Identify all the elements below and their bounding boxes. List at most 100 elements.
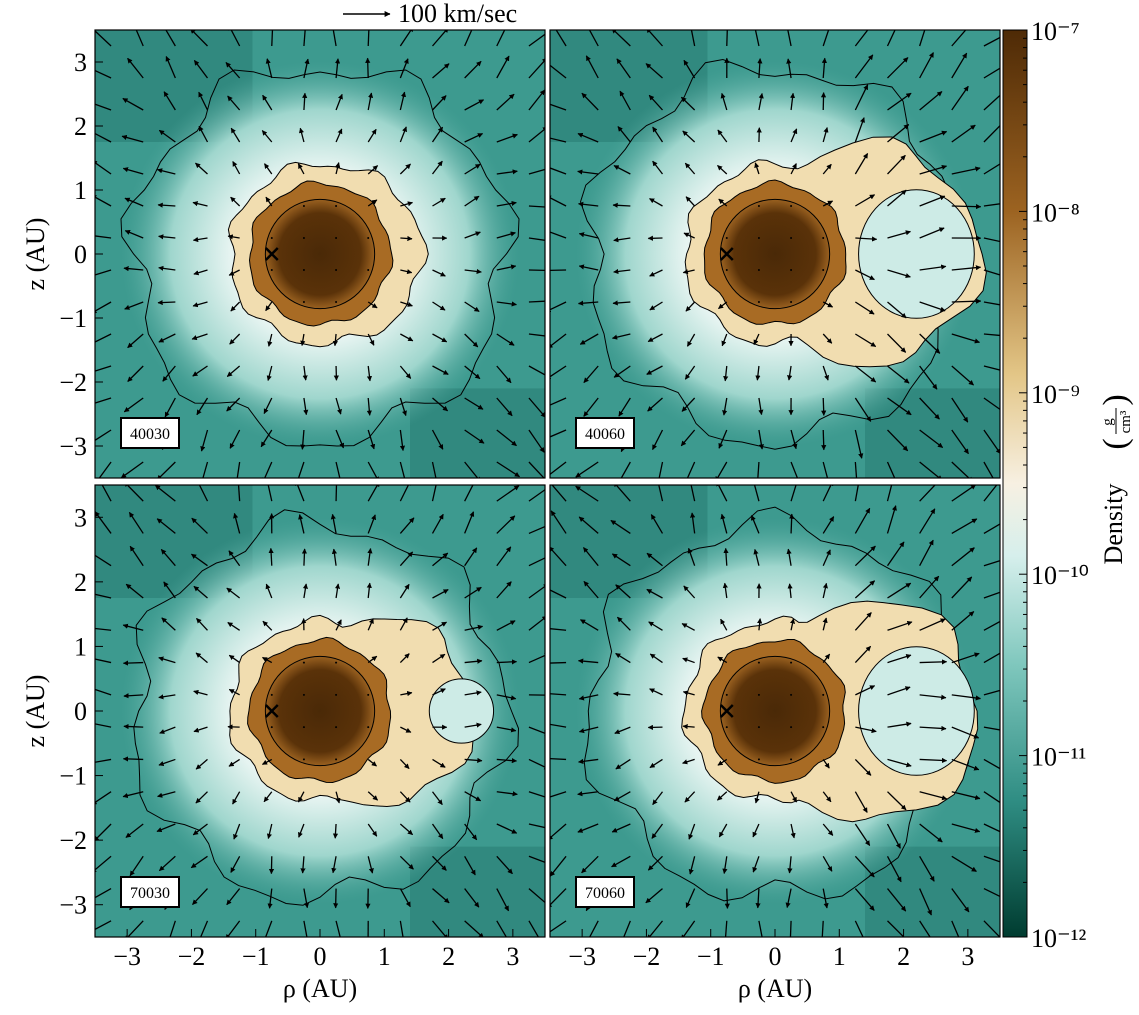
- velocity-arrow: [823, 398, 824, 415]
- arrow-dot: [271, 694, 273, 696]
- arrow-dot: [335, 205, 337, 207]
- arrow-dot: [303, 726, 305, 728]
- arrow-dot: [335, 758, 337, 760]
- arrow-dot: [367, 694, 369, 696]
- y-tick-label: 0: [74, 240, 87, 269]
- y-tick-label: 1: [74, 632, 87, 661]
- arrow-dot: [726, 269, 728, 271]
- colorbar-tick-label: 10⁻¹¹: [1031, 743, 1086, 772]
- x-tick-label: −2: [178, 942, 206, 971]
- velocity-arrow: [727, 24, 728, 46]
- y-tick-label: 2: [74, 568, 87, 597]
- y-tick-label: 1: [74, 176, 87, 205]
- velocity-arrow: [335, 824, 336, 838]
- arrow-dot: [790, 758, 792, 760]
- arrow-dot: [758, 301, 760, 303]
- arrow-dot: [758, 237, 760, 239]
- x-tick-label: 0: [314, 942, 327, 971]
- arrow-dot: [303, 758, 305, 760]
- panel-label: 70060: [585, 885, 625, 902]
- velocity-arrow: [952, 206, 981, 207]
- colorbar-tick-label: 10⁻⁹: [1031, 380, 1080, 409]
- arrow-dot: [335, 662, 337, 664]
- colorbar-tick-label: 10⁻⁸: [1031, 198, 1080, 227]
- velocity-arrow: [791, 514, 792, 533]
- arrow-dot: [758, 269, 760, 271]
- arrow-dot: [790, 662, 792, 664]
- colorbar-tick-label: 10⁻⁷: [1031, 17, 1080, 46]
- y-tick-label: 2: [74, 112, 87, 141]
- arrow-dot: [335, 694, 337, 696]
- core: [265, 656, 374, 765]
- y-tick-label: 0: [74, 697, 87, 726]
- arrow-dot: [758, 662, 760, 664]
- y-tick-label: −2: [59, 826, 87, 855]
- velocity-arrow: [158, 302, 175, 303]
- arrow-dot: [271, 269, 273, 271]
- arrow-dot: [758, 726, 760, 728]
- x-tick-label: −3: [568, 942, 596, 971]
- arrow-dot: [726, 726, 728, 728]
- x-tick-label: 1: [378, 942, 391, 971]
- arrow-dot: [367, 237, 369, 239]
- colorbar-unit-den: cm³: [1118, 410, 1134, 433]
- velocity-arrow: [613, 205, 630, 206]
- colorbar-unit-num: g: [1100, 418, 1116, 426]
- y-tick-label: −2: [59, 368, 87, 397]
- arrow-dot: [271, 237, 273, 239]
- arrow-dot: [303, 237, 305, 239]
- x-tick-label: 1: [833, 942, 846, 971]
- core: [720, 199, 829, 308]
- colorbar-title: Density: [1099, 484, 1128, 565]
- arrow-dot: [303, 662, 305, 664]
- velocity-arrow: [529, 270, 551, 271]
- cavity: [429, 679, 493, 743]
- arrow-dot: [822, 726, 824, 728]
- velocity-arrow: [123, 759, 143, 760]
- x-tick-label: 3: [506, 942, 519, 971]
- velocity-arrow: [368, 58, 369, 78]
- x-tick-label: 0: [769, 942, 782, 971]
- velocity-arrow: [123, 663, 143, 664]
- y-tick-label: 3: [74, 48, 87, 77]
- velocity-arrow: [400, 238, 412, 239]
- y-tick-label: −1: [59, 304, 87, 333]
- cavity: [859, 647, 975, 776]
- y-tick-label: 3: [74, 503, 87, 532]
- arrow-dot: [335, 726, 337, 728]
- arrow-dot: [303, 301, 305, 303]
- arrow-dot: [303, 694, 305, 696]
- x-tick-label: 3: [961, 942, 974, 971]
- arrow-dot: [335, 301, 337, 303]
- colorbar-tick-label: 10⁻¹⁰: [1031, 561, 1089, 590]
- colorbar-tick-label: 10⁻¹²: [1031, 924, 1087, 953]
- core: [265, 199, 374, 308]
- paren-right: ): [1097, 394, 1134, 405]
- velocity-arrow: [727, 889, 728, 909]
- velocity-arrow: [368, 24, 369, 46]
- y-tick-label: −3: [59, 432, 87, 461]
- velocity-key: 100 km/sec: [398, 0, 517, 28]
- velocity-arrow: [790, 921, 791, 943]
- arrow-dot: [822, 694, 824, 696]
- arrow-dot: [726, 237, 728, 239]
- arrow-dot: [758, 205, 760, 207]
- arrow-dot: [726, 694, 728, 696]
- map: [87, 21, 553, 485]
- arrow-dot: [790, 726, 792, 728]
- core: [720, 656, 829, 765]
- x-axis-label: ρ (AU): [283, 974, 357, 1003]
- arrow-dot: [790, 269, 792, 271]
- map: [86, 476, 554, 946]
- y-tick-label: −1: [59, 762, 87, 791]
- velocity-arrow: [271, 548, 272, 565]
- cavity: [859, 190, 975, 319]
- arrow-dot: [758, 758, 760, 760]
- velocity-arrow: [920, 662, 947, 663]
- panel-label: 70030: [130, 885, 170, 902]
- velocity-arrow: [544, 270, 566, 271]
- velocity-arrow: [823, 430, 824, 450]
- y-axis-label: z (AU): [21, 218, 50, 291]
- arrow-dot: [790, 205, 792, 207]
